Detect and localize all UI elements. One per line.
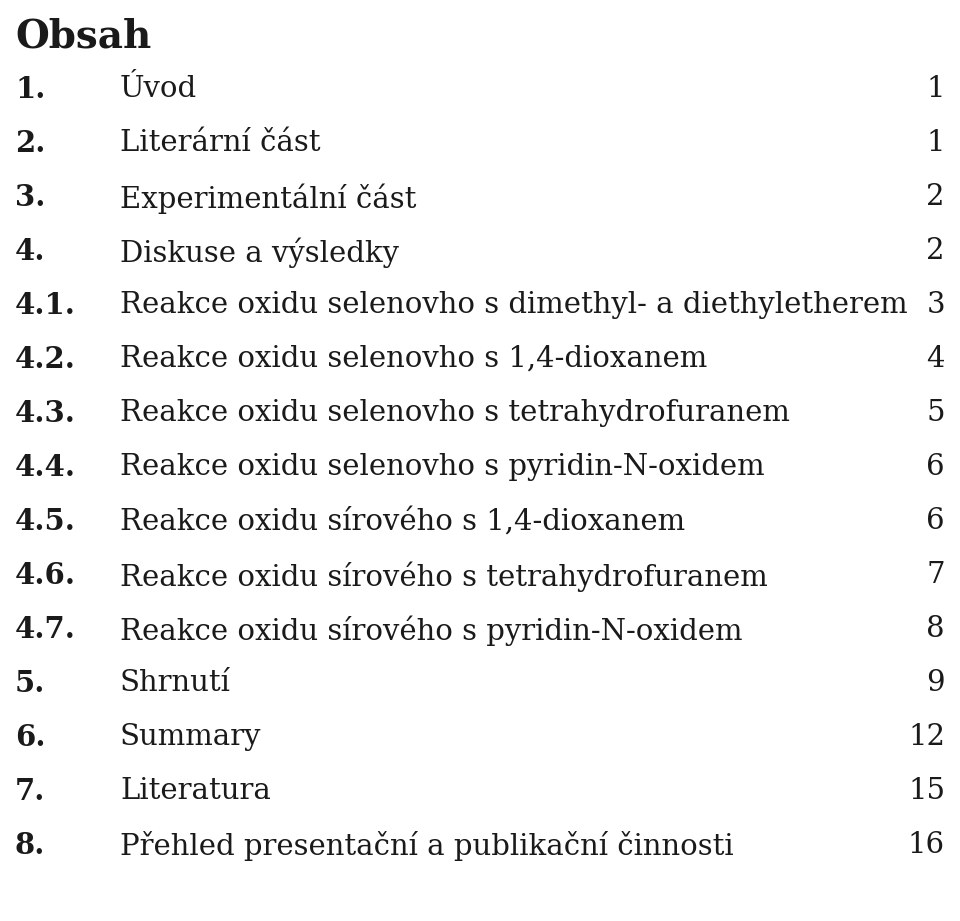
Text: 6.: 6. <box>15 723 45 752</box>
Text: 4: 4 <box>926 345 945 373</box>
Text: 4.1.: 4.1. <box>15 291 76 320</box>
Text: Diskuse a výsledky: Diskuse a výsledky <box>120 237 399 267</box>
Text: Obsah: Obsah <box>15 18 152 56</box>
Text: Reakce oxidu sírového s tetrahydrofuranem: Reakce oxidu sírového s tetrahydrofurane… <box>120 561 768 591</box>
Text: 6: 6 <box>926 507 945 535</box>
Text: Úvod: Úvod <box>120 75 197 103</box>
Text: 12: 12 <box>908 723 945 751</box>
Text: 1.: 1. <box>15 75 45 104</box>
Text: 4.6.: 4.6. <box>15 561 76 590</box>
Text: Reakce oxidu selenovho s tetrahydrofuranem: Reakce oxidu selenovho s tetrahydrofuran… <box>120 399 790 427</box>
Text: 7.: 7. <box>15 777 45 806</box>
Text: Literatura: Literatura <box>120 777 271 805</box>
Text: 3.: 3. <box>15 183 45 212</box>
Text: 9: 9 <box>926 669 945 697</box>
Text: 5: 5 <box>926 399 945 427</box>
Text: 6: 6 <box>926 453 945 481</box>
Text: 8.: 8. <box>15 831 45 860</box>
Text: 7: 7 <box>926 561 945 589</box>
Text: 1: 1 <box>926 75 945 103</box>
Text: Reakce oxidu selenovho s pyridin-N-oxidem: Reakce oxidu selenovho s pyridin-N-oxide… <box>120 453 764 481</box>
Text: 4.: 4. <box>15 237 45 266</box>
Text: 4.4.: 4.4. <box>15 453 76 482</box>
Text: 8: 8 <box>926 615 945 643</box>
Text: 2: 2 <box>926 183 945 211</box>
Text: 15: 15 <box>908 777 945 805</box>
Text: Reakce oxidu selenovho s 1,4-dioxanem: Reakce oxidu selenovho s 1,4-dioxanem <box>120 345 708 373</box>
Text: Experimentální část: Experimentální část <box>120 183 417 214</box>
Text: 16: 16 <box>908 831 945 859</box>
Text: 3: 3 <box>926 291 945 319</box>
Text: 2.: 2. <box>15 129 45 158</box>
Text: 4.3.: 4.3. <box>15 399 76 428</box>
Text: 4.7.: 4.7. <box>15 615 76 644</box>
Text: Summary: Summary <box>120 723 261 751</box>
Text: 4.2.: 4.2. <box>15 345 76 374</box>
Text: Shrnutí: Shrnutí <box>120 669 230 697</box>
Text: Reakce oxidu sírového s 1,4-dioxanem: Reakce oxidu sírového s 1,4-dioxanem <box>120 507 685 536</box>
Text: 1: 1 <box>926 129 945 157</box>
Text: 4.5.: 4.5. <box>15 507 76 536</box>
Text: Literární část: Literární část <box>120 129 321 157</box>
Text: Reakce oxidu sírového s pyridin-N-oxidem: Reakce oxidu sírového s pyridin-N-oxidem <box>120 615 742 646</box>
Text: 2: 2 <box>926 237 945 265</box>
Text: 5.: 5. <box>15 669 45 698</box>
Text: Reakce oxidu selenovho s dimethyl- a diethyletherem: Reakce oxidu selenovho s dimethyl- a die… <box>120 291 907 319</box>
Text: Přehled presentační a publikační činnosti: Přehled presentační a publikační činnost… <box>120 831 733 861</box>
